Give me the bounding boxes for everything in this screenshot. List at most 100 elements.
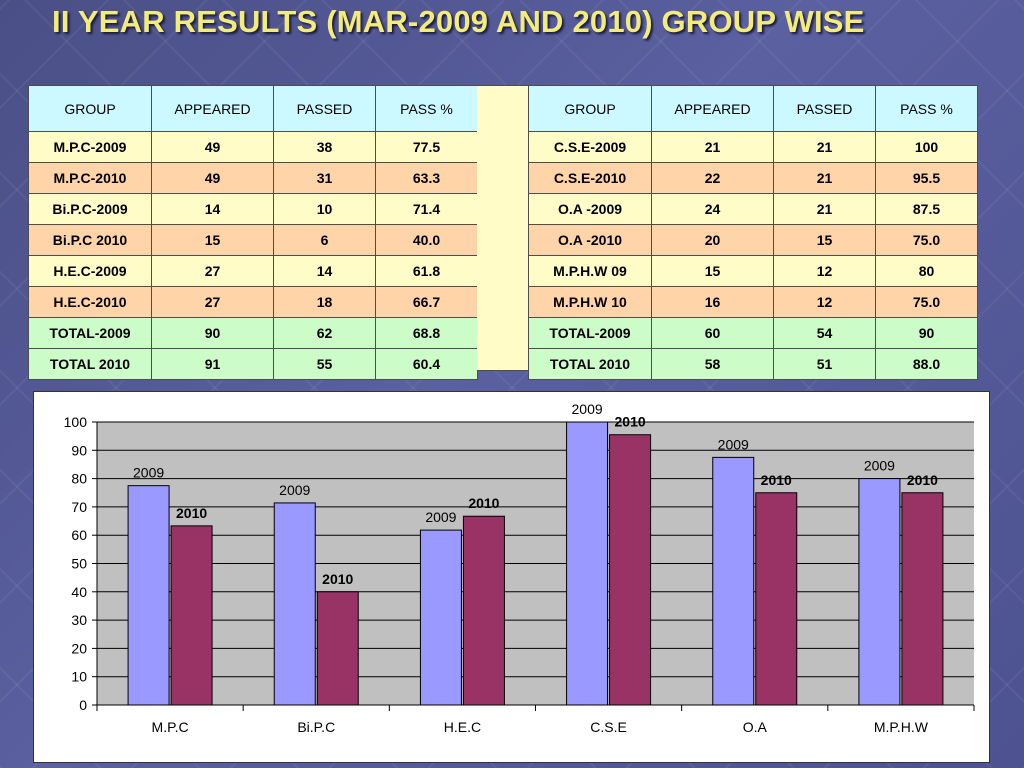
pass-percent-bar-chart: 0 10 20 30 40 50 60 70 80 90 100 M.P.C 2009 2010 Bi.P.…	[64, 401, 975, 735]
x-tick-label: M.P.C	[152, 719, 189, 735]
bar-2009-mphw	[858, 478, 901, 706]
table-row: TOTAL-2009 90 62 68.8	[28, 317, 478, 349]
y-tick-label: 100	[64, 414, 88, 430]
cell-passed: 51	[773, 348, 876, 380]
table-row: O.A -2010 20 15 75.0	[528, 224, 978, 256]
data-label-2010: 2010	[176, 505, 207, 521]
y-tick-label: 30	[71, 612, 87, 628]
y-tick-label: 0	[79, 697, 87, 713]
cell-group: M.P.H.W 09	[528, 255, 652, 287]
cell-appeared: 15	[651, 255, 774, 287]
header-pass-percent: PASS %	[875, 85, 978, 132]
table-row: M.P.C-2009 49 38 77.5	[28, 131, 478, 163]
cell-pass-percent: 68.8	[375, 317, 478, 349]
cell-appeared: 16	[651, 286, 774, 318]
data-label-2009: 2009	[279, 482, 310, 498]
bar-2010-mpc	[170, 525, 213, 706]
cell-group: O.A -2009	[528, 193, 652, 225]
x-tick-label: Bi.P.C	[297, 719, 335, 735]
cell-passed: 14	[273, 255, 376, 287]
data-label-2010: 2010	[468, 495, 499, 511]
cell-pass-percent: 75.0	[875, 224, 978, 256]
cell-appeared: 14	[151, 193, 274, 225]
cell-group: Bi.P.C-2009	[28, 193, 152, 225]
data-label-2009: 2009	[718, 436, 749, 452]
cell-passed: 12	[773, 255, 876, 287]
cell-appeared: 20	[651, 224, 774, 256]
cell-group: TOTAL 2010	[28, 348, 152, 380]
results-table-right: GROUP APPEARED PASSED PASS % C.S.E-2009 2…	[528, 85, 978, 380]
cell-passed: 15	[773, 224, 876, 256]
y-tick-label: 20	[71, 640, 87, 656]
cell-pass-percent: 100	[875, 131, 978, 163]
cell-passed: 12	[773, 286, 876, 318]
data-label-2010: 2010	[761, 472, 792, 488]
cell-appeared: 22	[651, 162, 774, 194]
bar-2009-bipc	[273, 502, 316, 706]
cell-passed: 21	[773, 131, 876, 163]
cell-pass-percent: 88.0	[875, 348, 978, 380]
table-row: M.P.H.W 09 15 12 80	[528, 255, 978, 287]
cell-pass-percent: 40.0	[375, 224, 478, 256]
slide-title: II YEAR RESULTS (MAR-2009 AND 2010) GROU…	[52, 4, 865, 39]
cell-appeared: 60	[651, 317, 774, 349]
cell-group: TOTAL-2009	[528, 317, 652, 349]
table-header-row: GROUP APPEARED PASSED PASS %	[528, 85, 978, 132]
header-group: GROUP	[528, 85, 652, 132]
cell-pass-percent: 90	[875, 317, 978, 349]
cell-appeared: 49	[151, 131, 274, 163]
header-appeared: APPEARED	[651, 85, 774, 132]
cell-group: TOTAL-2009	[28, 317, 152, 349]
bar-2010-bipc	[316, 591, 359, 706]
bar-2010-cse	[609, 434, 652, 706]
x-tick-label: O.A	[743, 719, 768, 735]
header-group: GROUP	[28, 85, 152, 132]
x-tick-label: H.E.C	[444, 719, 481, 735]
cell-pass-percent: 75.0	[875, 286, 978, 318]
x-tick-label: M.P.H.W	[874, 719, 929, 735]
bar-2009-mpc	[127, 485, 170, 706]
cell-pass-percent: 63.3	[375, 162, 478, 194]
data-label-2009: 2009	[572, 401, 603, 417]
table-row: M.P.H.W 10 16 12 75.0	[528, 286, 978, 318]
cell-pass-percent: 61.8	[375, 255, 478, 287]
data-label-2010: 2010	[615, 414, 646, 430]
data-label-2010: 2010	[907, 472, 938, 488]
cell-appeared: 58	[651, 348, 774, 380]
cell-group: Bi.P.C 2010	[28, 224, 152, 256]
cell-passed: 18	[273, 286, 376, 318]
data-label-2009: 2009	[864, 458, 895, 474]
table-row: Bi.P.C 2010 15 6 40.0	[28, 224, 478, 256]
cell-passed: 54	[773, 317, 876, 349]
chart-panel: 0 10 20 30 40 50 60 70 80 90 100 M.P.C 2009 2010 Bi.P.…	[33, 391, 990, 763]
y-tick-label: 90	[71, 442, 87, 458]
cell-appeared: 27	[151, 255, 274, 287]
header-passed: PASSED	[273, 85, 376, 132]
bar-2009-cse	[566, 421, 609, 706]
table-row: C.S.E-2009 21 21 100	[528, 131, 978, 163]
cell-appeared: 90	[151, 317, 274, 349]
header-appeared: APPEARED	[151, 85, 274, 132]
cell-group: M.P.H.W 10	[528, 286, 652, 318]
bar-2009-hec	[419, 529, 462, 706]
cell-pass-percent: 71.4	[375, 193, 478, 225]
table-row: H.E.C-2010 27 18 66.7	[28, 286, 478, 318]
header-passed: PASSED	[773, 85, 876, 132]
cell-passed: 55	[273, 348, 376, 380]
y-tick-label: 80	[71, 471, 87, 487]
table-row: M.P.C-2010 49 31 63.3	[28, 162, 478, 194]
data-label-2009: 2009	[133, 465, 164, 481]
cell-group: TOTAL 2010	[528, 348, 652, 380]
table-spacer	[477, 85, 528, 371]
cell-group: H.E.C-2010	[28, 286, 152, 318]
x-tick-label: C.S.E	[590, 719, 627, 735]
cell-group: O.A -2010	[528, 224, 652, 256]
y-tick-label: 50	[71, 556, 87, 572]
cell-group: M.P.C-2009	[28, 131, 152, 163]
cell-group: C.S.E-2009	[528, 131, 652, 163]
cell-passed: 10	[273, 193, 376, 225]
cell-appeared: 27	[151, 286, 274, 318]
cell-passed: 31	[273, 162, 376, 194]
y-tick-label: 70	[71, 499, 87, 515]
cell-group: H.E.C-2009	[28, 255, 152, 287]
